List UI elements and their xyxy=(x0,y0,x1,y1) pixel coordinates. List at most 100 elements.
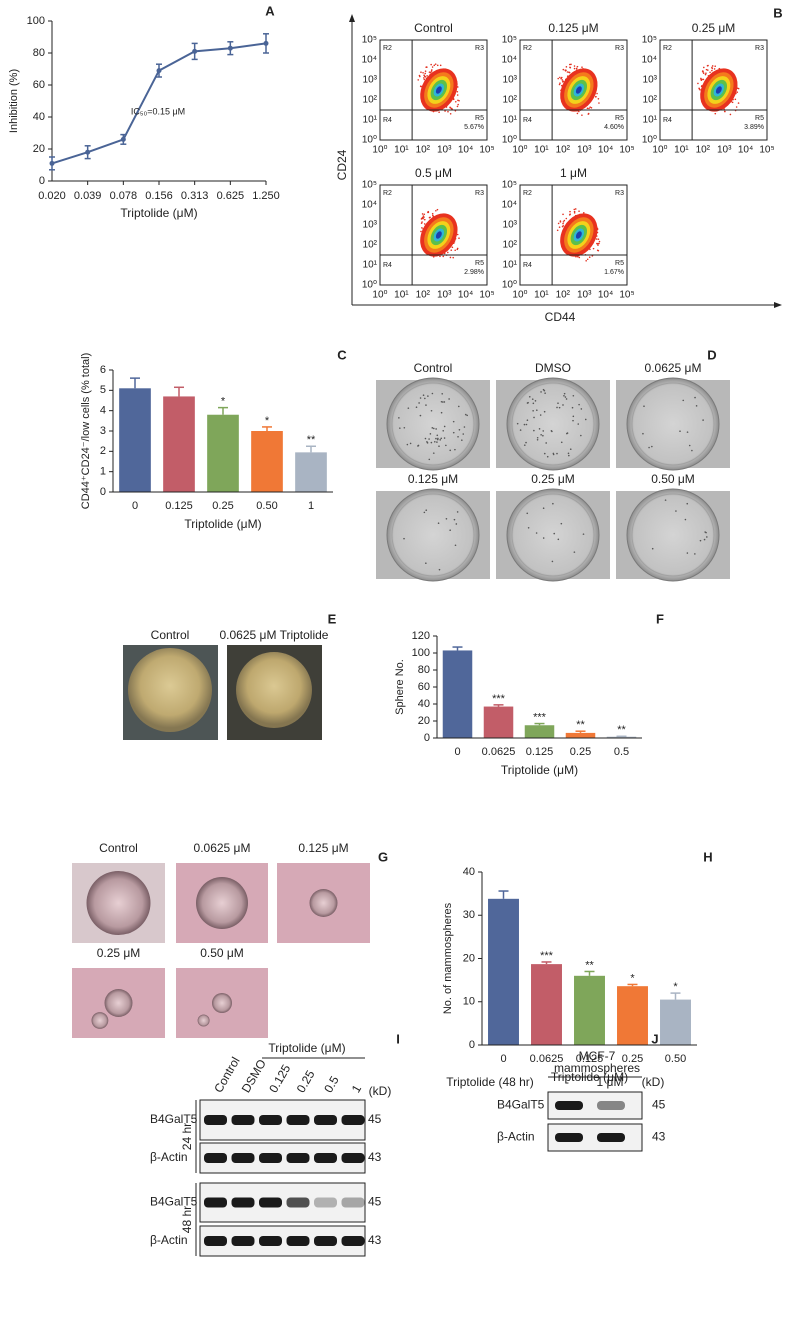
bar xyxy=(483,706,514,738)
event-dot xyxy=(578,210,580,212)
y-tick-label: 10⁵ xyxy=(362,180,377,191)
y-tick-label: 10² xyxy=(503,240,518,251)
band xyxy=(314,1236,337,1246)
event-dot xyxy=(597,244,599,246)
event-dot xyxy=(737,87,740,90)
quadrant-percent: 2.98% xyxy=(464,269,484,276)
colony xyxy=(556,452,558,455)
colony xyxy=(533,416,535,419)
error-bar xyxy=(584,970,595,976)
blot-frame xyxy=(199,1099,366,1141)
band xyxy=(204,1153,227,1163)
x-tick-label: 10³ xyxy=(577,290,592,301)
colony xyxy=(523,444,526,446)
y-tick-label: 80 xyxy=(33,47,45,59)
significance: *** xyxy=(533,711,547,723)
colony xyxy=(544,392,546,394)
data-point xyxy=(85,149,91,155)
event-dot xyxy=(423,78,426,81)
event-dot xyxy=(557,222,560,225)
error-bar xyxy=(262,426,272,431)
y-tick-label: 10² xyxy=(363,95,378,106)
y-tick-label: 10⁵ xyxy=(642,35,657,46)
colony xyxy=(445,517,448,520)
event-dot xyxy=(588,107,590,110)
panel-letter: G xyxy=(378,849,388,864)
event-dot xyxy=(564,69,567,72)
y-tick-label: 4 xyxy=(100,405,106,417)
y-tick-label: 100 xyxy=(27,15,45,27)
colony xyxy=(578,403,580,406)
event-dot xyxy=(714,65,716,67)
colony xyxy=(703,538,706,541)
colony xyxy=(563,392,566,395)
y-tick-label: 10³ xyxy=(363,220,378,231)
y-tick-label: 5 xyxy=(100,384,106,396)
quadrant-label: R4 xyxy=(523,117,532,124)
event-dot xyxy=(596,92,598,95)
event-dot xyxy=(709,71,711,74)
colony xyxy=(437,522,440,524)
colonies xyxy=(526,502,585,563)
colony xyxy=(557,538,560,541)
quadrant-percent: 3.89% xyxy=(744,124,764,131)
colony xyxy=(418,402,420,404)
panel-letter: D xyxy=(707,347,716,362)
panel-letter: E xyxy=(328,611,337,626)
event-dot xyxy=(561,79,564,81)
bar xyxy=(524,725,555,738)
panel-letter: A xyxy=(265,3,275,18)
y-tick-label: 10⁴ xyxy=(502,200,517,211)
colony xyxy=(542,537,545,539)
x-tick-label: 10⁴ xyxy=(598,145,613,156)
colony xyxy=(461,439,463,441)
event-dot xyxy=(596,242,598,245)
event-dot xyxy=(423,213,426,216)
x-tick-label: 10⁴ xyxy=(738,145,753,156)
annotation: IC₅₀=0.15 μM xyxy=(131,106,185,116)
error-bar xyxy=(452,646,463,651)
mammosphere xyxy=(86,871,151,935)
x-tick-label: 10⁵ xyxy=(759,145,774,156)
event-dot xyxy=(713,68,716,70)
event-dot xyxy=(569,66,571,69)
x-tick-label: 10² xyxy=(696,145,711,156)
colony xyxy=(440,411,443,414)
y-tick-label: 3 xyxy=(100,425,106,437)
event-dot xyxy=(711,65,714,67)
event-dot xyxy=(450,249,453,251)
x-tick-label: 10³ xyxy=(577,145,592,156)
event-dot xyxy=(419,75,421,78)
y-tick-label: 0 xyxy=(39,175,45,187)
bar xyxy=(488,898,519,1045)
error-bar xyxy=(174,386,184,397)
plot-title: 1 μM xyxy=(560,166,587,180)
colony xyxy=(462,433,465,435)
blot-frame xyxy=(199,1182,366,1223)
x-tick-label: 0.125 xyxy=(576,1053,604,1065)
event-dot xyxy=(433,64,436,67)
x-tick-label: 10⁵ xyxy=(479,145,494,156)
event-dot xyxy=(452,256,455,259)
bar xyxy=(574,975,605,1045)
colony xyxy=(686,552,689,554)
colony xyxy=(565,398,568,400)
event-dot xyxy=(701,78,703,81)
quadrant-label: R5 xyxy=(475,260,484,267)
colony xyxy=(441,392,444,395)
event-dot xyxy=(729,113,732,116)
event-dot xyxy=(419,85,422,88)
y-tick-label: 40 xyxy=(33,111,45,123)
band xyxy=(555,1133,583,1142)
x-tick-label: 10⁵ xyxy=(479,290,494,301)
lane-label: Control xyxy=(211,1055,242,1096)
colony xyxy=(436,438,439,441)
x-tick-label: 10⁰ xyxy=(372,290,387,301)
colony xyxy=(571,406,574,409)
significance: * xyxy=(673,981,678,993)
y-tick-label: 10³ xyxy=(643,75,658,86)
dot-cloud xyxy=(417,63,460,115)
band xyxy=(597,1101,625,1110)
y-tick-label: 80 xyxy=(418,664,430,676)
event-dot xyxy=(558,83,561,86)
